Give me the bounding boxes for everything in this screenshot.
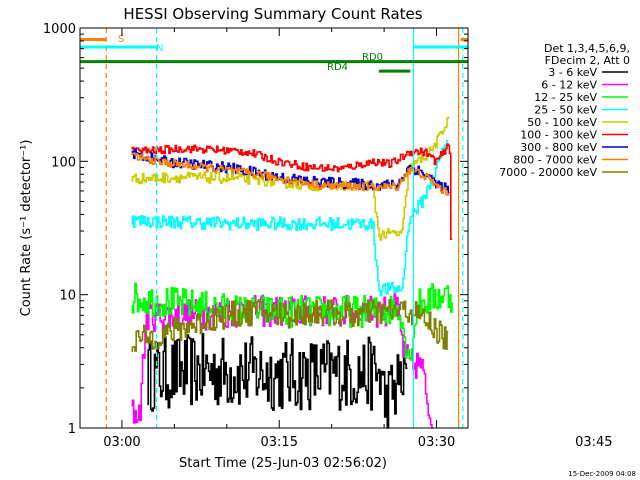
- y-tick-label: 100: [51, 155, 76, 170]
- x-tick-label: 03:30: [418, 435, 455, 450]
- x-tick-label: 03:00: [103, 435, 140, 450]
- series-line-8: [131, 299, 449, 352]
- legend-header: Det 1,3,4,5,6,9,: [544, 42, 630, 55]
- legend-entry-6: 300 - 800 keV: [520, 141, 597, 154]
- series-line-2: [131, 282, 454, 361]
- legend-entry-0: 3 - 6 keV: [548, 66, 597, 79]
- plot-frame: [79, 27, 469, 429]
- state-label-rd0: RD0: [362, 52, 383, 63]
- state-label-n: N: [156, 43, 163, 54]
- series-line-3: [131, 140, 449, 297]
- legend-entry-8: 7000 - 20000 keV: [499, 166, 597, 179]
- y-axis-label: Count Rate (s⁻¹ detector⁻¹): [19, 140, 34, 317]
- series-line-7: [131, 152, 450, 196]
- legend-entry-1: 6 - 12 keV: [541, 79, 597, 92]
- legend-header: FDecim 2, Att 0: [545, 54, 630, 67]
- x-tick-label: 03:45: [575, 435, 612, 450]
- series-line-5: [131, 143, 453, 240]
- y-tick-label: 1000: [43, 22, 76, 37]
- x-axis-label: Start Time (25-Jun-03 02:56:02): [179, 456, 387, 471]
- series-line-4: [131, 116, 450, 241]
- y-tick-label: 10: [59, 289, 76, 304]
- legend-entry-3: 25 - 50 keV: [534, 104, 597, 117]
- chart-title: HESSI Observing Summary Count Rates: [123, 5, 422, 23]
- legend-entry-4: 50 - 100 keV: [527, 116, 597, 129]
- footer-date: 15-Dec-2009 04:08: [568, 470, 636, 478]
- x-tick-label: 03:15: [261, 435, 298, 450]
- legend-entry-2: 12 - 25 keV: [534, 91, 597, 104]
- state-label-s: S: [118, 34, 124, 45]
- state-label-rd4: RD4: [327, 62, 348, 73]
- series-line-0: [147, 332, 408, 429]
- y-tick-label: 1: [68, 422, 76, 437]
- legend-entry-7: 800 - 7000 keV: [513, 154, 597, 167]
- legend-entry-5: 100 - 300 keV: [520, 129, 597, 142]
